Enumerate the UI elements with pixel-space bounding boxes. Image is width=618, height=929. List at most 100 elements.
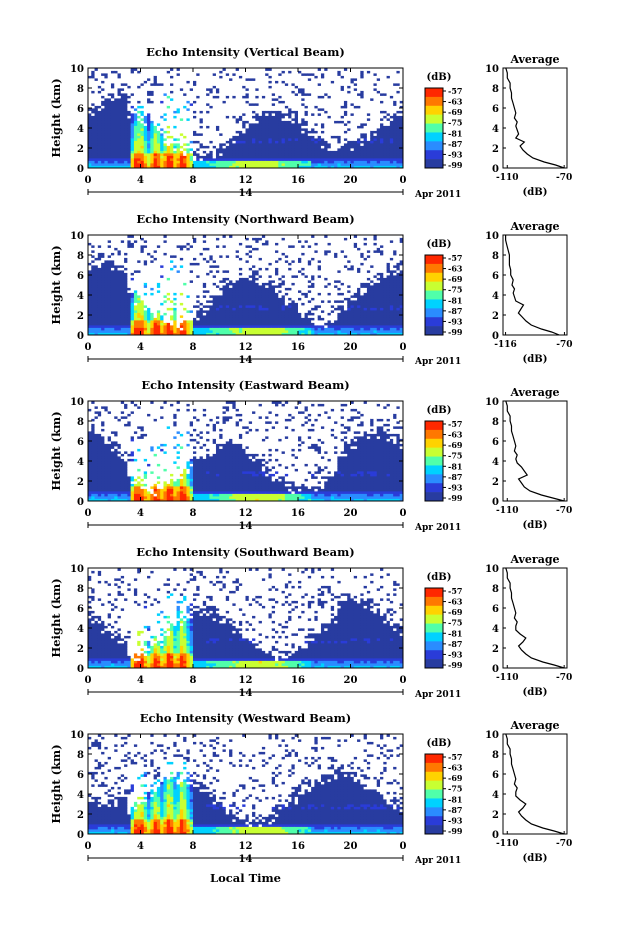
- heatmap-cell: [120, 93, 125, 96]
- heatmap-cell: [163, 285, 168, 288]
- heatmap-cell: [156, 110, 161, 114]
- heatmap-cell: [242, 70, 246, 74]
- heatmap-cell: [110, 80, 115, 84]
- heatmap-cell: [101, 310, 105, 313]
- heatmap-cell: [343, 155, 348, 159]
- heatmap-cell: [88, 330, 92, 333]
- heatmap-cell: [386, 130, 391, 134]
- heatmap-cell: [170, 153, 174, 156]
- heatmap-cell: [143, 80, 148, 84]
- heatmap-cell: [232, 123, 237, 126]
- heatmap-cell: [101, 297, 105, 301]
- heatmap-cell: [389, 145, 394, 149]
- heatmap-cell: [389, 83, 394, 86]
- heatmap-cell: [219, 148, 223, 151]
- heatmap-cell: [219, 123, 223, 126]
- heatmap-cell: [91, 105, 95, 109]
- heatmap-cell: [143, 138, 148, 141]
- heatmap-cell: [163, 75, 168, 79]
- heatmap-cell: [133, 320, 138, 323]
- heatmap-cell: [150, 155, 155, 159]
- heatmap-cell: [153, 118, 158, 121]
- heatmap-cell: [245, 120, 250, 124]
- heatmap-cell: [317, 68, 322, 71]
- heatmap-cell: [225, 90, 230, 94]
- heatmap-cell: [176, 128, 181, 131]
- heatmap-cell: [124, 85, 128, 89]
- heatmap-cell: [170, 113, 174, 116]
- heatmap-cell: [298, 133, 302, 136]
- heatmap-cell: [261, 150, 266, 154]
- heatmap-cell: [330, 148, 335, 151]
- heatmap-cell: [366, 133, 371, 136]
- heatmap-cell: [147, 300, 151, 303]
- heatmap-cell: [150, 125, 155, 129]
- heatmap-cell: [114, 285, 118, 288]
- heatmap-cell: [170, 115, 174, 119]
- heatmap-cell: [238, 138, 243, 141]
- heatmap-cell: [357, 158, 361, 161]
- heatmap-cell: [219, 115, 223, 119]
- heatmap-cell: [110, 148, 115, 151]
- heatmap-cell: [101, 160, 105, 164]
- heatmap-cell: [238, 130, 243, 134]
- heatmap-cell: [314, 88, 319, 91]
- heatmap-cell: [370, 108, 374, 111]
- heatmap-cell: [353, 143, 358, 146]
- heatmap-cell: [110, 105, 115, 109]
- heatmap-cell: [206, 125, 210, 129]
- heatmap-cell: [206, 80, 210, 84]
- heatmap-cell: [268, 103, 273, 106]
- heatmap-cell: [212, 120, 217, 124]
- heatmap-cell: [117, 325, 122, 328]
- heatmap-cell: [291, 150, 296, 154]
- heatmap-cell: [219, 93, 223, 96]
- heatmap-cell: [124, 317, 128, 321]
- heatmap-cell: [245, 68, 250, 71]
- heatmap-cell: [150, 267, 155, 271]
- heatmap-cell: [399, 95, 404, 99]
- heatmap-cell: [347, 113, 351, 116]
- heatmap-cell: [229, 90, 233, 94]
- heatmap-cell: [212, 110, 217, 114]
- heatmap-cell: [340, 93, 345, 96]
- heatmap-cell: [330, 135, 335, 139]
- heatmap-cell: [340, 138, 345, 141]
- heatmap-cell: [219, 145, 223, 149]
- heatmap-cell: [163, 90, 168, 94]
- heatmap-cell: [396, 153, 401, 156]
- xtick-label: 4: [137, 175, 144, 186]
- heatmap-cell: [163, 292, 168, 296]
- heatmap-cell: [160, 153, 164, 156]
- heatmap-cell: [399, 113, 404, 116]
- heatmap-cell: [143, 285, 148, 288]
- heatmap-cell: [183, 88, 187, 91]
- heatmap-cell: [252, 75, 256, 79]
- heatmap-cell: [107, 240, 112, 243]
- heatmap-cell: [94, 237, 99, 241]
- heatmap-cell: [163, 247, 168, 251]
- heatmap-cell: [232, 75, 237, 79]
- heatmap-cell: [127, 267, 132, 271]
- heatmap-cell: [101, 75, 105, 79]
- heatmap-cell: [114, 110, 118, 114]
- heatmap-cell: [258, 90, 263, 94]
- heatmap-cell: [130, 145, 135, 149]
- heatmap-cell: [153, 272, 158, 276]
- heatmap-cell: [114, 240, 118, 243]
- heatmap-cell: [238, 163, 243, 166]
- heatmap-cell: [114, 302, 118, 306]
- heatmap-cell: [130, 315, 135, 318]
- heatmap-cell: [373, 145, 378, 149]
- heatmap-cell: [307, 120, 312, 124]
- heatmap-cell: [104, 163, 109, 166]
- heatmap-cell: [140, 310, 145, 313]
- heatmap-cell: [360, 90, 365, 94]
- avg-xtick-label: -110: [496, 173, 519, 183]
- heatmap-cell: [291, 80, 296, 84]
- heatmap-cell: [353, 120, 358, 124]
- heatmap-cell: [215, 73, 220, 76]
- heatmap-cell: [324, 88, 328, 91]
- heatmap-cell: [337, 100, 342, 104]
- heatmap-cell: [104, 150, 109, 154]
